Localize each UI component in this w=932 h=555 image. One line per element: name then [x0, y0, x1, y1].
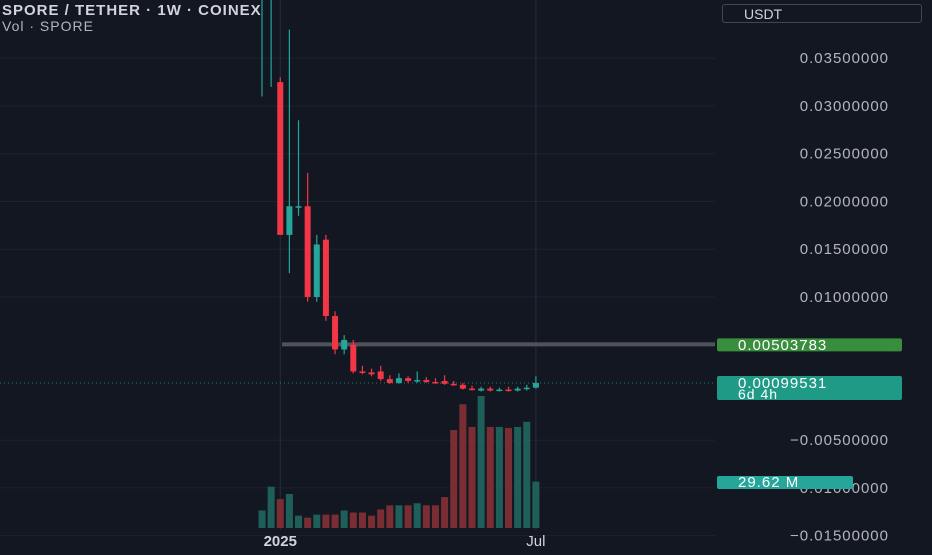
horizontal-line-badge	[717, 338, 902, 352]
volume-bar	[276, 499, 284, 528]
volume-bar	[377, 509, 385, 528]
volume-badge	[717, 476, 853, 489]
price-tick-label: 0.03500000	[800, 50, 889, 67]
candle-body	[432, 381, 439, 384]
grid	[0, 0, 715, 537]
price-tick-label: 0.02500000	[800, 146, 889, 163]
candle-body	[277, 82, 284, 235]
horizontal-line-layer[interactable]	[0, 342, 715, 384]
candle-body	[414, 380, 421, 382]
volume-bar	[322, 514, 330, 528]
candle-body	[505, 389, 512, 392]
volume-bar	[523, 421, 531, 528]
currency-selector[interactable]: USDT	[722, 4, 922, 23]
candle-body	[496, 389, 503, 392]
volume-bar	[267, 486, 275, 528]
volume-bar	[505, 427, 513, 528]
volume-bar	[395, 505, 403, 528]
volume-value: 29.62 M	[738, 474, 799, 491]
candle-body	[313, 244, 320, 297]
last-price-value: 0.00099531	[738, 375, 827, 392]
volume-bar	[313, 514, 321, 528]
time-tick-label: 2025	[264, 533, 297, 550]
candle-body	[395, 378, 402, 383]
candle-body	[295, 206, 302, 208]
candle-body	[532, 382, 539, 388]
volume-bar	[413, 503, 421, 528]
price-tick-label: −0.01500000	[790, 528, 889, 545]
candle-body	[304, 206, 311, 297]
volume-bar	[495, 426, 503, 528]
candle-body	[368, 372, 375, 375]
candle-body	[478, 388, 485, 391]
candle-body	[322, 239, 329, 317]
candle-body	[459, 384, 466, 389]
volume-bar	[486, 426, 494, 528]
candle-body	[514, 388, 521, 391]
price-tick-label: 0.03000000	[800, 98, 889, 115]
volume-bar	[532, 481, 540, 528]
volume-bar	[368, 515, 376, 528]
candle-body	[487, 388, 494, 391]
candle-body	[286, 206, 293, 235]
candle-body	[523, 387, 530, 390]
volume-bar	[459, 404, 467, 528]
candle-body	[377, 371, 384, 380]
candle-body	[423, 380, 430, 382]
price-tick-label: 0.01500000	[800, 241, 889, 258]
candle-body	[468, 388, 475, 391]
candle-body	[350, 344, 357, 372]
candle-body	[441, 380, 448, 384]
horizontal-line	[282, 342, 715, 347]
currency-label: USDT	[744, 6, 783, 22]
volume-bar	[340, 510, 348, 528]
volume-bar	[441, 497, 449, 528]
volume-bar	[514, 426, 522, 528]
candle-body	[386, 379, 393, 383]
candle-body	[405, 378, 412, 381]
volume-bar	[349, 512, 357, 528]
volume-bar	[422, 505, 430, 528]
candle-body	[332, 316, 339, 350]
candles	[261, 0, 539, 392]
volume-bars	[258, 396, 540, 528]
volume-bar	[258, 510, 266, 528]
volume-bar	[304, 517, 312, 528]
volume-bar	[431, 505, 439, 528]
volume-bar	[285, 493, 293, 528]
price-axis-background	[715, 0, 932, 550]
volume-bar	[358, 512, 366, 528]
candle-body	[341, 339, 348, 350]
price-tick-label: 0.01000000	[800, 289, 889, 306]
candle-body	[359, 371, 366, 373]
volume-bar	[386, 505, 394, 528]
price-tick-label: −0.00500000	[790, 432, 889, 449]
volume-bar	[295, 515, 303, 528]
volume-bar	[404, 505, 412, 528]
candle-countdown: 6d 4h	[738, 386, 778, 402]
volume-bar	[468, 426, 476, 528]
price-axis[interactable]: 0.03500000 0.03000000 0.02500000 0.02000000…	[715, 0, 932, 550]
candle-body	[450, 383, 457, 386]
volume-bar	[450, 430, 458, 528]
price-tick-label: 0.02000000	[800, 193, 889, 210]
horizontal-line-price: 0.00503783	[738, 337, 827, 354]
last-price-badge	[717, 375, 902, 400]
time-axis[interactable]: 2025 Jul	[264, 533, 546, 550]
volume-bar	[477, 396, 485, 528]
time-tick-label: Jul	[526, 533, 545, 550]
volume-bar	[331, 514, 339, 528]
